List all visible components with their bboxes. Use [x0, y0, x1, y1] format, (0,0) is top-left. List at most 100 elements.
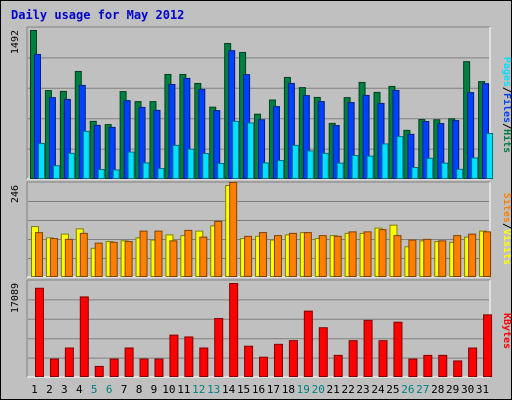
bar-kbytes-1: [35, 287, 44, 377]
bar-pages-16: [262, 162, 270, 180]
x-tick-label-29: 29: [446, 383, 459, 396]
bar-sites-12: [199, 236, 208, 277]
bar-files-31: [482, 83, 490, 179]
bar-files-2: [48, 97, 56, 179]
bar-kbytes-7: [124, 347, 134, 377]
bar-sites-30: [468, 233, 477, 278]
bar-kbytes-19: [303, 310, 313, 378]
bar-sites-4: [79, 232, 88, 277]
bar-kbytes-20: [318, 327, 328, 378]
x-tick-label-5: 5: [91, 383, 98, 396]
bar-kbytes-25: [393, 321, 403, 377]
legend-entry: Sites: [501, 193, 511, 223]
x-tick-label-4: 4: [76, 383, 83, 396]
bar-files-24: [377, 102, 385, 179]
y-max-label: 1492: [10, 30, 21, 54]
bar-sites-2: [49, 238, 58, 278]
bar-files-16: [258, 119, 266, 179]
bar-kbytes-18: [288, 340, 298, 377]
bar-files-27: [422, 121, 430, 180]
bar-files-7: [123, 100, 131, 179]
x-tick-label-27: 27: [416, 383, 429, 396]
legend-entry: /: [501, 223, 511, 229]
bar-files-19: [302, 95, 310, 179]
x-tick-label-17: 17: [267, 383, 280, 396]
x-tick-label-31: 31: [476, 383, 489, 396]
bar-kbytes-16: [259, 356, 269, 377]
legend-entry: /: [501, 123, 511, 129]
bar-sites-11: [184, 229, 193, 278]
bar-sites-25: [393, 235, 402, 277]
bar-pages-24: [381, 143, 389, 180]
x-tick-label-7: 7: [121, 383, 128, 396]
legend: Sites/Visits: [501, 193, 511, 265]
bar-files-5: [93, 124, 101, 180]
bar-kbytes-12: [199, 347, 209, 377]
bar-files-28: [437, 123, 445, 179]
bar-kbytes-5: [94, 365, 104, 377]
bar-sites-21: [333, 235, 342, 277]
bar-kbytes-23: [363, 319, 373, 378]
x-tick-label-25: 25: [386, 383, 399, 396]
legend-entry: Visits: [501, 229, 511, 265]
bar-sites-9: [154, 230, 163, 278]
bar-pages-11: [187, 148, 195, 179]
bar-sites-6: [109, 241, 118, 278]
legend: KBytes: [501, 313, 511, 349]
bar-kbytes-4: [79, 296, 89, 377]
x-tick-label-1: 1: [31, 383, 38, 396]
bar-sites-7: [124, 241, 133, 278]
bar-kbytes-22: [348, 340, 358, 377]
bar-sites-28: [438, 240, 447, 277]
bar-files-18: [287, 82, 295, 179]
bar-sites-26: [408, 239, 417, 277]
x-tick-label-11: 11: [177, 383, 190, 396]
bar-pages-29: [456, 168, 464, 180]
x-tick-label-19: 19: [297, 383, 310, 396]
x-tick-label-20: 20: [312, 383, 325, 396]
bar-sites-18: [288, 232, 297, 277]
bar-files-9: [153, 109, 161, 179]
x-tick-label-18: 18: [282, 383, 295, 396]
bar-pages-27: [426, 157, 434, 179]
bar-sites-29: [453, 235, 462, 277]
bar-pages-5: [97, 169, 105, 179]
x-tick-label-22: 22: [341, 383, 354, 396]
bar-files-22: [347, 102, 355, 179]
bar-files-20: [317, 101, 325, 179]
bar-kbytes-8: [139, 358, 149, 377]
bar-pages-9: [157, 168, 165, 179]
bar-files-29: [452, 120, 460, 179]
x-tick-label-8: 8: [136, 383, 143, 396]
bar-sites-23: [363, 231, 372, 277]
bar-sites-16: [259, 232, 268, 277]
bar-pages-2: [52, 165, 60, 180]
bar-kbytes-3: [64, 347, 74, 377]
bar-pages-20: [321, 152, 329, 179]
x-tick-label-30: 30: [461, 383, 474, 396]
bar-files-10: [168, 83, 176, 179]
panel-background: [26, 279, 491, 378]
y-max-label: 17089: [10, 283, 21, 313]
y-max-label: 246: [10, 185, 21, 203]
bar-pages-17: [276, 160, 284, 179]
legend-entry: KBytes: [501, 313, 511, 349]
bar-kbytes-26: [408, 358, 418, 377]
bar-pages-23: [366, 155, 374, 179]
bar-files-21: [332, 125, 340, 179]
bar-files-26: [407, 133, 415, 180]
bar-files-23: [362, 94, 370, 179]
bar-kbytes-17: [273, 343, 283, 378]
x-tick-label-16: 16: [252, 383, 265, 396]
legend-entry: Files: [501, 93, 511, 123]
legend: Pages/Files/Hits: [501, 57, 511, 153]
bar-kbytes-10: [169, 334, 179, 377]
bar-kbytes-21: [333, 354, 343, 378]
x-tick-label-14: 14: [222, 383, 236, 396]
x-tick-label-26: 26: [401, 383, 414, 396]
bar-files-1: [34, 53, 41, 179]
bar-pages-4: [82, 130, 90, 179]
bar-pages-21: [336, 162, 344, 179]
